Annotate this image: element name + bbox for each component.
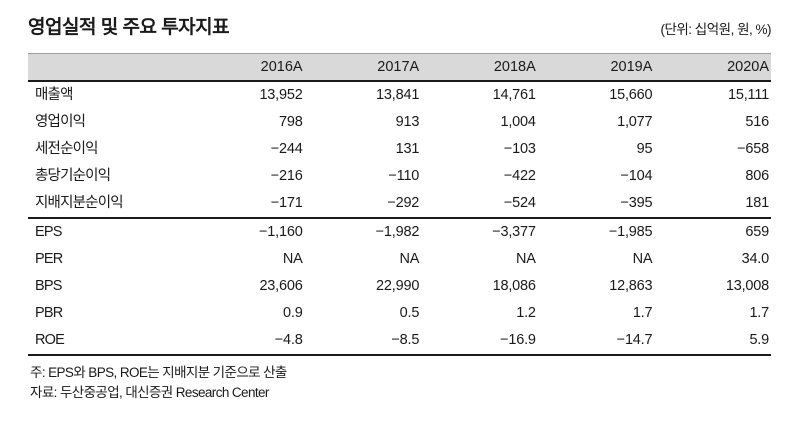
title-row: 영업실적 및 주요 투자지표 (단위: 십억원, 원, %) [28, 12, 771, 39]
table-header: 2016A 2017A 2018A 2019A 2020A [28, 53, 771, 82]
column-header: 2019A [537, 53, 655, 82]
cell-value: NA [632, 251, 653, 267]
row-label: 매출액 [35, 87, 73, 103]
footnotes: 주: EPS와 BPS, ROE는 지배지분 기준으로 산출 자료: 두산중공업… [28, 363, 771, 402]
cell-value: 0.9 [283, 305, 303, 321]
cell-value: 1.2 [516, 305, 536, 321]
cell-value: −103 [503, 141, 536, 157]
column-header: 2018A [421, 53, 538, 82]
cell-value: 5.9 [749, 332, 769, 348]
cell-value: −8.5 [391, 332, 420, 348]
cell-value: −3,377 [492, 224, 536, 240]
cell-value: 23,606 [259, 278, 303, 294]
footnote-note: 주: EPS와 BPS, ROE는 지배지분 기준으로 산출 [30, 365, 287, 380]
cell-value: −171 [270, 195, 303, 211]
cell-value: −104 [620, 168, 653, 184]
table-row: BPS 23,606 22,990 18,086 12,863 13,008 [28, 273, 771, 300]
table-row: 세전순이익 −244 131 −103 95 −658 [28, 136, 771, 163]
row-label: 지배지분순이익 [35, 195, 124, 211]
header-row: 2016A 2017A 2018A 2019A 2020A [28, 53, 771, 82]
cell-value: 95 [636, 141, 653, 157]
income-statement-section: 매출액 13,952 13,841 14,761 15,660 15,111 영업이익 798… [28, 81, 771, 218]
row-label: PBR [35, 305, 63, 321]
cell-value: −422 [503, 168, 536, 184]
cell-value: −4.8 [274, 332, 303, 348]
table-row: PER NA NA NA NA 34.0 [28, 246, 771, 273]
cell-value: 1.7 [632, 305, 653, 321]
cell-value: −14.7 [616, 332, 653, 348]
cell-value: 13,952 [259, 87, 303, 103]
cell-value: 34.0 [741, 251, 770, 267]
row-label: 영업이익 [35, 114, 86, 130]
cell-value: −524 [503, 195, 536, 211]
cell-value: 13,008 [725, 278, 769, 294]
cell-value: 15,111 [728, 87, 769, 103]
table-row: 영업이익 798 913 1,004 1,077 516 [28, 109, 771, 136]
unit-label: (단위: 십억원, 원, %) [660, 22, 771, 37]
cell-value: −395 [620, 195, 653, 211]
cell-value: −1,160 [259, 224, 303, 240]
cell-value: −216 [270, 168, 303, 184]
row-label: EPS [35, 224, 62, 240]
cell-value: 798 [279, 114, 303, 130]
cell-value: 0.5 [399, 305, 420, 321]
cell-value: 181 [745, 195, 769, 211]
table-row: 매출액 13,952 13,841 14,761 15,660 15,111 [28, 81, 771, 109]
table-block: 영업실적 및 주요 투자지표 (단위: 십억원, 원, %) 2016A 2017… [28, 12, 771, 402]
cell-value: −244 [270, 141, 303, 157]
column-header: 2017A [304, 53, 422, 82]
cell-value: −1,985 [608, 224, 653, 240]
cell-value: 1,004 [500, 114, 536, 130]
row-label: PER [35, 251, 63, 267]
cell-value: 18,086 [492, 278, 536, 294]
row-label: 총당기순이익 [35, 168, 111, 184]
cell-value: 15,660 [609, 87, 653, 103]
table-row: ROE −4.8 −8.5 −16.9 −14.7 5.9 [28, 327, 771, 355]
column-header: 2016A [188, 53, 305, 82]
cell-value: 806 [745, 168, 769, 184]
cell-value: 913 [395, 114, 420, 130]
cell-value: 13,841 [376, 87, 420, 103]
label-column-header [28, 53, 188, 82]
investment-metrics-section: EPS −1,160 −1,982 −3,377 −1,985 659 PER NA NA NA N… [28, 218, 771, 355]
page-title: 영업실적 및 주요 투자지표 [28, 17, 230, 38]
row-label: ROE [35, 332, 65, 348]
cell-value: NA [399, 251, 420, 267]
cell-value: 516 [745, 114, 769, 130]
cell-value: −658 [737, 141, 769, 157]
cell-value: −110 [388, 168, 420, 184]
column-header: 2020A [654, 53, 771, 82]
cell-value: NA [516, 251, 536, 267]
table-row: EPS −1,160 −1,982 −3,377 −1,985 659 [28, 218, 771, 246]
cell-value: NA [282, 251, 303, 267]
cell-value: −16.9 [500, 332, 536, 348]
footnote-source: 자료: 두산중공업, 대신증권 Research Center [30, 384, 269, 400]
row-label: 세전순이익 [35, 141, 99, 157]
cell-value: 659 [745, 224, 769, 240]
cell-value: 22,990 [376, 278, 420, 294]
cell-value: 131 [395, 141, 420, 157]
cell-value: 12,863 [609, 278, 653, 294]
cell-value: 1.7 [749, 305, 769, 321]
cell-value: 14,761 [492, 87, 536, 103]
cell-value: −292 [387, 195, 420, 211]
table-row: 지배지분순이익 −171 −292 −524 −395 181 [28, 190, 771, 218]
table-row: 총당기순이익 −216 −110 −422 −104 806 [28, 163, 771, 190]
financials-table: 2016A 2017A 2018A 2019A 2020A 매출액 13,952 13,84… [28, 53, 771, 356]
row-label: BPS [35, 278, 62, 294]
cell-value: −1,982 [375, 224, 420, 240]
cell-value: 1,077 [617, 114, 653, 130]
table-row: PBR 0.9 0.5 1.2 1.7 1.7 [28, 300, 771, 327]
